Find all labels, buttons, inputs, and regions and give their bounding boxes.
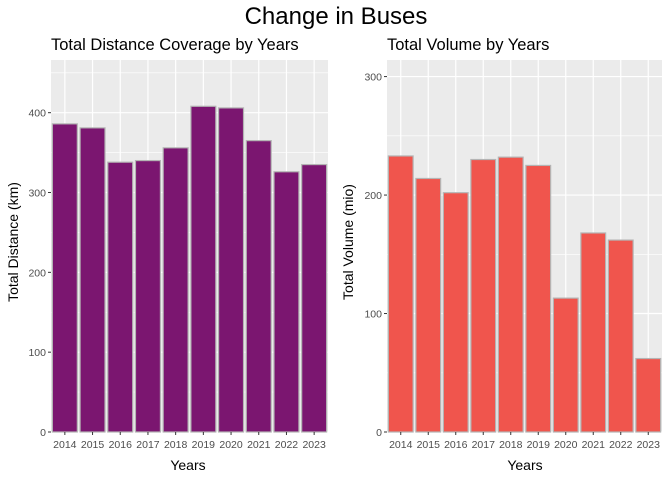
volume-x-tick-label: 2015 bbox=[417, 439, 441, 451]
distance-bar-2017 bbox=[134, 159, 162, 433]
volume-bar-2014 bbox=[387, 155, 414, 433]
volume-bar-2019 bbox=[525, 164, 552, 433]
distance-bar-2019 bbox=[190, 105, 217, 433]
distance-y-tick-label: 100 bbox=[28, 347, 46, 359]
distance-bar-2022 bbox=[273, 171, 300, 433]
volume-bar-2022 bbox=[607, 239, 634, 433]
distance-y-tick-label: 300 bbox=[28, 188, 46, 200]
distance-x-tick-label: 2016 bbox=[109, 439, 133, 451]
distance-y-axis-label: Total Distance (km) bbox=[5, 182, 21, 302]
volume-y-tick-label: 100 bbox=[364, 309, 382, 321]
distance-bar-2014 bbox=[51, 123, 78, 433]
volume-x-axis-label: Years bbox=[507, 457, 542, 473]
distance-x-axis-label: Years bbox=[170, 457, 205, 473]
volume-bar-2015 bbox=[415, 177, 442, 433]
distance-chart-title: Total Distance Coverage by Years bbox=[51, 36, 299, 54]
distance-x-tick-label: 2019 bbox=[192, 439, 216, 451]
volume-x-tick-label: 2023 bbox=[637, 439, 661, 451]
volume-chart-title: Total Volume by Years bbox=[387, 36, 549, 54]
distance-x-tick-label: 2017 bbox=[136, 439, 160, 451]
volume-y-tick-label: 300 bbox=[364, 72, 382, 84]
volume-bar-2017 bbox=[470, 158, 497, 433]
distance-bar-2016 bbox=[107, 161, 134, 433]
volume-y-tick-label: 0 bbox=[376, 427, 382, 439]
volume-bar-2018 bbox=[497, 156, 524, 433]
volume-bar-2020 bbox=[552, 297, 579, 433]
volume-bar-2021 bbox=[580, 232, 607, 433]
distance-chart: Total Distance Coverage by Years Years T… bbox=[5, 36, 328, 473]
volume-y-tick-label: 200 bbox=[364, 190, 382, 202]
volume-x-tick-label: 2014 bbox=[389, 439, 413, 451]
distance-x-tick-label: 2023 bbox=[302, 439, 326, 451]
distance-x-tick-label: 2014 bbox=[53, 439, 77, 451]
volume-x-tick-label: 2017 bbox=[472, 439, 496, 451]
volume-bar-2016 bbox=[442, 192, 469, 433]
volume-x-tick-label: 2022 bbox=[609, 439, 633, 451]
distance-bar-2020 bbox=[217, 107, 245, 433]
volume-y-axis-label: Total Volume (mio) bbox=[340, 184, 356, 300]
distance-y-tick-label: 0 bbox=[40, 427, 46, 439]
distance-x-tick-label: 2015 bbox=[81, 439, 105, 451]
distance-bar-2015 bbox=[79, 127, 106, 433]
distance-x-tick-label: 2022 bbox=[275, 439, 299, 451]
distance-x-tick-label: 2021 bbox=[247, 439, 271, 451]
volume-x-tick-label: 2018 bbox=[499, 439, 523, 451]
figure-title: Change in Buses bbox=[245, 3, 428, 30]
distance-y-tick-label: 400 bbox=[28, 108, 46, 120]
volume-x-tick-label: 2016 bbox=[444, 439, 468, 451]
volume-bar-2023 bbox=[635, 357, 662, 433]
volume-x-tick-label: 2020 bbox=[554, 439, 578, 451]
volume-x-tick-label: 2019 bbox=[527, 439, 551, 451]
volume-x-tick-label: 2021 bbox=[582, 439, 606, 451]
distance-x-tick-label: 2018 bbox=[164, 439, 188, 451]
distance-y-tick-label: 200 bbox=[28, 267, 46, 279]
distance-bar-2021 bbox=[245, 140, 272, 433]
volume-chart: Total Volume by Years Years Total Volume… bbox=[340, 36, 662, 473]
distance-bar-2018 bbox=[162, 147, 189, 433]
distance-bar-2023 bbox=[301, 163, 328, 433]
distance-x-tick-label: 2020 bbox=[219, 439, 243, 451]
